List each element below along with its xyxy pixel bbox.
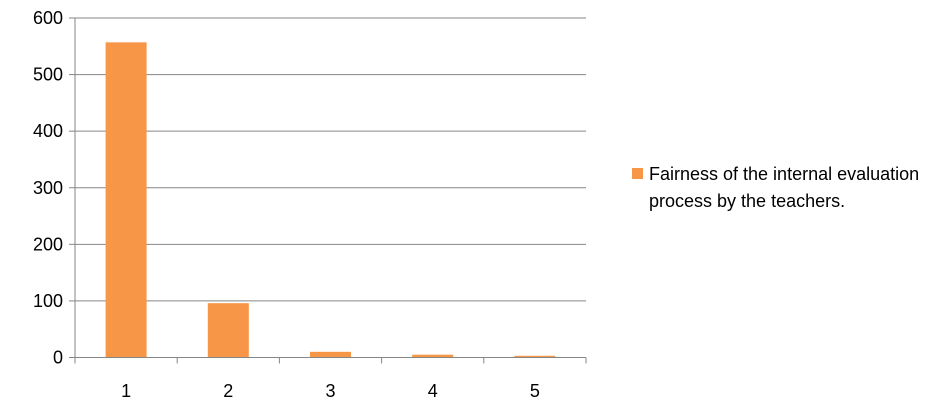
gridlines [75, 17, 586, 302]
y-tick-label: 500 [33, 65, 63, 85]
y-tick-label: 600 [33, 8, 63, 28]
y-tick-label: 200 [33, 234, 63, 254]
x-tick-label: 5 [530, 381, 540, 401]
x-tick-label: 4 [428, 381, 438, 401]
x-tick-label: 1 [121, 381, 131, 401]
y-tick-label: 100 [33, 291, 63, 311]
bar-3 [310, 351, 351, 358]
x-tick-label: 2 [223, 381, 233, 401]
x-axis-tick-labels: 1 2 3 4 5 [121, 381, 540, 401]
legend-swatch [632, 168, 643, 179]
y-tick-label: 400 [33, 121, 63, 141]
bar-1 [105, 42, 147, 358]
bar-5 [514, 355, 556, 358]
y-tick-label: 300 [33, 178, 63, 198]
legend-label: Fairness of the internal evaluation proc… [649, 164, 920, 211]
x-tick-label: 3 [325, 381, 335, 401]
bar-series [105, 42, 556, 358]
axes [69, 17, 587, 364]
y-axis-tick-labels: 0 100 200 300 400 500 600 [33, 8, 63, 368]
bar-2 [207, 303, 249, 358]
legend: Fairness of the internal evaluation proc… [632, 161, 927, 215]
y-tick-label: 0 [53, 348, 63, 368]
bar-4 [412, 354, 454, 358]
